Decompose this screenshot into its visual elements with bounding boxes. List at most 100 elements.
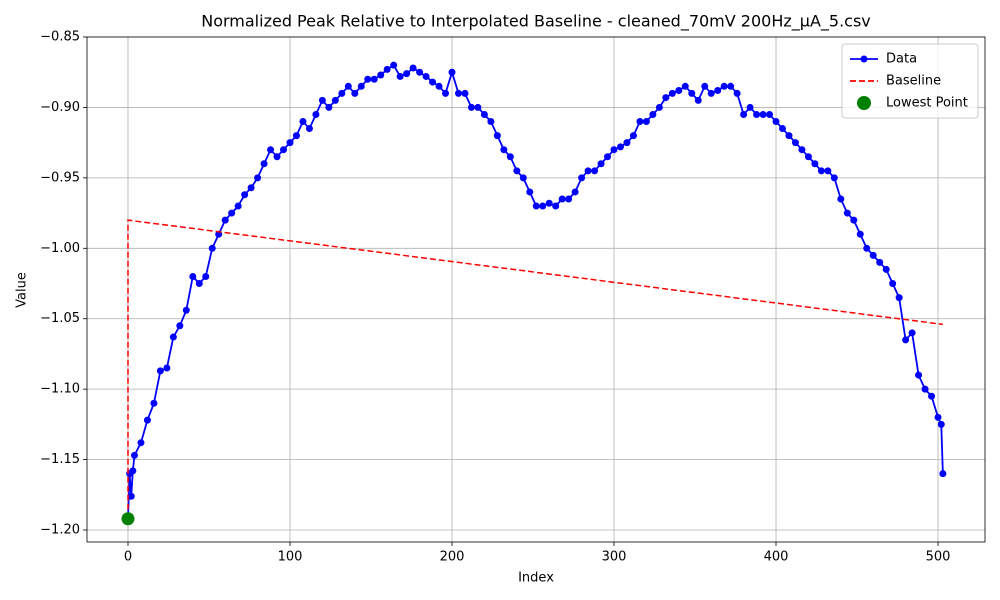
data-point — [331, 96, 339, 104]
data-point — [701, 82, 709, 90]
plot-frame — [86, 36, 986, 543]
data-point — [299, 118, 307, 126]
data-point — [552, 202, 560, 210]
x-tick-label: 300 — [602, 550, 627, 565]
data-point — [830, 174, 838, 182]
data-point — [234, 202, 242, 210]
data-point — [338, 89, 346, 97]
data-point — [280, 146, 288, 154]
data-point — [228, 209, 236, 217]
data-point — [195, 280, 203, 288]
data-point — [578, 174, 586, 182]
data-point — [837, 195, 845, 203]
data-point — [176, 322, 184, 330]
data-point — [169, 333, 177, 341]
data-point — [681, 82, 689, 90]
legend-label: Baseline — [886, 74, 941, 89]
data-point — [908, 329, 916, 337]
y-tick-label: −1.05 — [40, 311, 80, 326]
data-point — [305, 125, 313, 133]
data-point — [409, 64, 417, 72]
data-point — [429, 78, 437, 86]
data-point — [442, 89, 450, 97]
data-point — [383, 65, 391, 73]
data-point — [221, 216, 229, 224]
x-tick-label: 500 — [926, 550, 951, 565]
data-point — [889, 280, 897, 288]
data-point — [312, 110, 320, 118]
legend-marker — [860, 55, 868, 63]
data-point — [668, 89, 676, 97]
data-point — [403, 70, 411, 78]
y-tick-label: −1.20 — [40, 523, 80, 538]
data-point — [939, 470, 947, 478]
x-tick-label: 0 — [124, 550, 132, 565]
chart-title: Normalized Peak Relative to Interpolated… — [201, 12, 871, 32]
data-point — [539, 202, 547, 210]
data-point — [351, 89, 359, 97]
data-point — [863, 244, 871, 252]
baseline-line — [127, 219, 943, 519]
y-tick-label: −0.90 — [40, 100, 80, 115]
data-point — [895, 294, 903, 302]
x-tick-label: 200 — [440, 550, 465, 565]
data-point — [778, 125, 786, 133]
data-point — [254, 174, 262, 182]
data-point — [746, 103, 754, 111]
data-point — [785, 132, 793, 140]
data-point — [649, 110, 657, 118]
data-point — [558, 195, 566, 203]
data-point — [591, 167, 599, 175]
data-point — [811, 160, 819, 168]
data-point — [720, 82, 728, 90]
data-point — [260, 160, 268, 168]
data-point — [292, 132, 300, 140]
data-point — [882, 265, 890, 273]
data-point — [454, 89, 462, 97]
data-point — [273, 153, 281, 161]
data-point — [435, 82, 443, 90]
data-point — [519, 174, 527, 182]
data-point — [189, 272, 197, 280]
data-point — [694, 96, 702, 104]
legend-marker — [857, 96, 871, 110]
data-point — [202, 272, 210, 280]
data-point — [623, 139, 631, 147]
data-point — [688, 89, 696, 97]
x-axis-label: Index — [518, 571, 554, 586]
data-point — [843, 209, 851, 217]
data-point — [675, 87, 683, 95]
data-point — [513, 167, 521, 175]
data-point — [610, 146, 618, 154]
data-point — [267, 146, 275, 154]
lowest-point — [121, 512, 135, 526]
data-point — [461, 89, 469, 97]
data-point — [934, 413, 942, 421]
data-point — [325, 103, 333, 111]
y-tick-label: −1.10 — [40, 382, 80, 397]
data-point — [286, 139, 294, 147]
data-line — [127, 63, 944, 519]
data-point — [766, 110, 774, 118]
data-point — [467, 103, 475, 111]
data-point — [143, 416, 151, 424]
y-tick-label: −1.00 — [40, 241, 80, 256]
data-point — [474, 103, 482, 111]
data-point — [377, 71, 385, 79]
data-point — [208, 244, 216, 252]
data-point — [150, 399, 158, 407]
data-point — [798, 146, 806, 154]
y-axis-label: Value — [15, 272, 30, 308]
data-point — [629, 132, 637, 140]
data-point — [571, 188, 579, 196]
data-point — [902, 336, 910, 344]
data-point — [740, 110, 748, 118]
data-point — [804, 153, 812, 161]
data-point — [182, 306, 190, 314]
data-point — [824, 167, 832, 175]
data-point — [480, 110, 488, 118]
data-point — [545, 199, 553, 207]
data-point — [448, 68, 456, 76]
data-point — [876, 258, 884, 266]
